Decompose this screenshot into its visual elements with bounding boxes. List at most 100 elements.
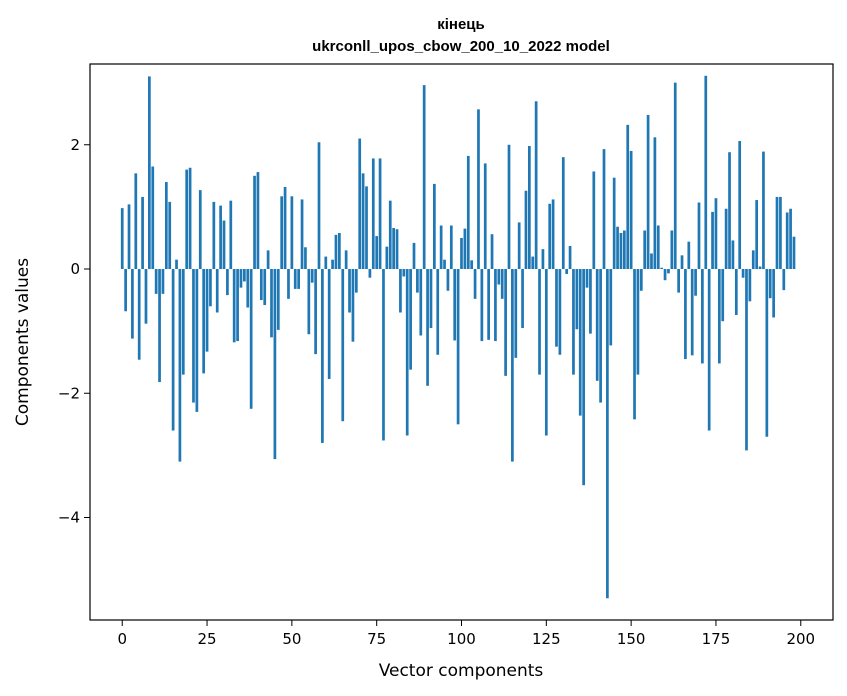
bar-133 <box>572 269 575 375</box>
bar-70 <box>358 138 362 270</box>
bar-189 <box>762 151 765 269</box>
bar-83 <box>402 269 406 277</box>
bar-148 <box>622 230 626 270</box>
y-tick-label: 0 <box>70 260 80 278</box>
bar-186 <box>751 250 755 270</box>
bar-37 <box>246 269 250 308</box>
bar-16 <box>175 259 178 270</box>
bar-135 <box>578 269 582 416</box>
bar-67 <box>348 269 351 313</box>
bar-9 <box>151 166 155 269</box>
bar-59 <box>321 269 324 443</box>
bar-160 <box>663 269 667 281</box>
bar-103 <box>470 260 474 270</box>
plot-frame <box>89 63 834 621</box>
bar-21 <box>192 269 195 403</box>
bar-43 <box>266 250 270 270</box>
bar-139 <box>592 171 596 269</box>
bar-172 <box>704 75 708 269</box>
bar-96 <box>446 269 450 291</box>
bar-56 <box>310 269 314 283</box>
bar-34 <box>236 269 239 342</box>
bar-46 <box>276 269 280 330</box>
bar-175 <box>714 198 718 270</box>
bar-115 <box>511 269 514 462</box>
bar-79 <box>388 200 392 270</box>
bar-110 <box>494 269 497 342</box>
bar-156 <box>650 253 653 269</box>
bar-176 <box>717 269 721 364</box>
bar-87 <box>416 269 419 293</box>
bar-13 <box>164 182 168 269</box>
bar-91 <box>429 269 433 329</box>
x-axis-label: Vector components <box>379 661 544 681</box>
bar-141 <box>599 269 602 403</box>
bar-124 <box>541 249 545 270</box>
bar-85 <box>409 269 412 370</box>
bar-99 <box>456 269 460 425</box>
bar-8 <box>148 76 151 269</box>
bar-45 <box>273 269 277 460</box>
bar-74 <box>371 158 375 270</box>
bar-90 <box>426 269 429 386</box>
bar-126 <box>548 203 552 270</box>
bar-130 <box>561 157 565 269</box>
bar-10 <box>154 269 158 294</box>
bar-98 <box>453 269 457 341</box>
bar-35 <box>239 269 243 288</box>
bar-131 <box>565 269 569 274</box>
bar-23 <box>198 190 202 270</box>
bar-193 <box>775 196 779 269</box>
bar-169 <box>694 269 697 296</box>
bar-7 <box>144 269 148 324</box>
bar-123 <box>538 269 541 375</box>
bar-22 <box>195 269 199 412</box>
bar-89 <box>422 85 426 270</box>
chart-subtitle: ukrconll_upos_cbow_200_10_2022 model <box>312 38 610 55</box>
bar-50 <box>290 196 294 269</box>
bar-134 <box>575 269 579 330</box>
bar-146 <box>616 226 619 269</box>
bar-95 <box>443 259 446 270</box>
bar-58 <box>317 142 321 269</box>
bar-185 <box>748 269 752 302</box>
bar-12 <box>161 269 165 294</box>
bar-73 <box>368 269 372 278</box>
bar-128 <box>555 269 558 347</box>
bar-40 <box>256 172 260 269</box>
bar-149 <box>626 124 630 270</box>
bar-167 <box>687 241 691 269</box>
bar-104 <box>473 269 477 299</box>
bar-49 <box>287 269 290 299</box>
bar-190 <box>765 269 769 437</box>
bar-33 <box>232 269 236 343</box>
bar-1 <box>124 269 127 312</box>
x-tick-label: 50 <box>282 630 301 648</box>
bar-181 <box>734 269 738 315</box>
bar-102 <box>466 155 470 269</box>
bar-62 <box>331 259 334 270</box>
bar-84 <box>405 269 409 436</box>
bar-153 <box>639 269 643 291</box>
chart-title: кінець <box>437 16 485 33</box>
bar-80 <box>392 228 395 269</box>
bar-20 <box>188 167 192 270</box>
bar-71 <box>361 173 365 270</box>
bar-92 <box>433 183 436 270</box>
bar-158 <box>656 225 660 270</box>
bar-19 <box>185 169 189 270</box>
bar-100 <box>460 237 463 269</box>
bar-182 <box>738 141 742 269</box>
bar-0 <box>120 208 124 270</box>
bar-129 <box>558 269 562 355</box>
y-tick-label: −2 <box>58 384 80 402</box>
bar-3 <box>131 269 134 339</box>
bar-77 <box>382 269 385 441</box>
bar-105 <box>477 109 480 270</box>
x-tick-label: 25 <box>198 630 217 648</box>
bar-168 <box>690 269 694 356</box>
bar-150 <box>629 150 633 269</box>
bar-78 <box>385 246 389 269</box>
bar-165 <box>680 255 684 270</box>
bar-159 <box>660 267 664 269</box>
